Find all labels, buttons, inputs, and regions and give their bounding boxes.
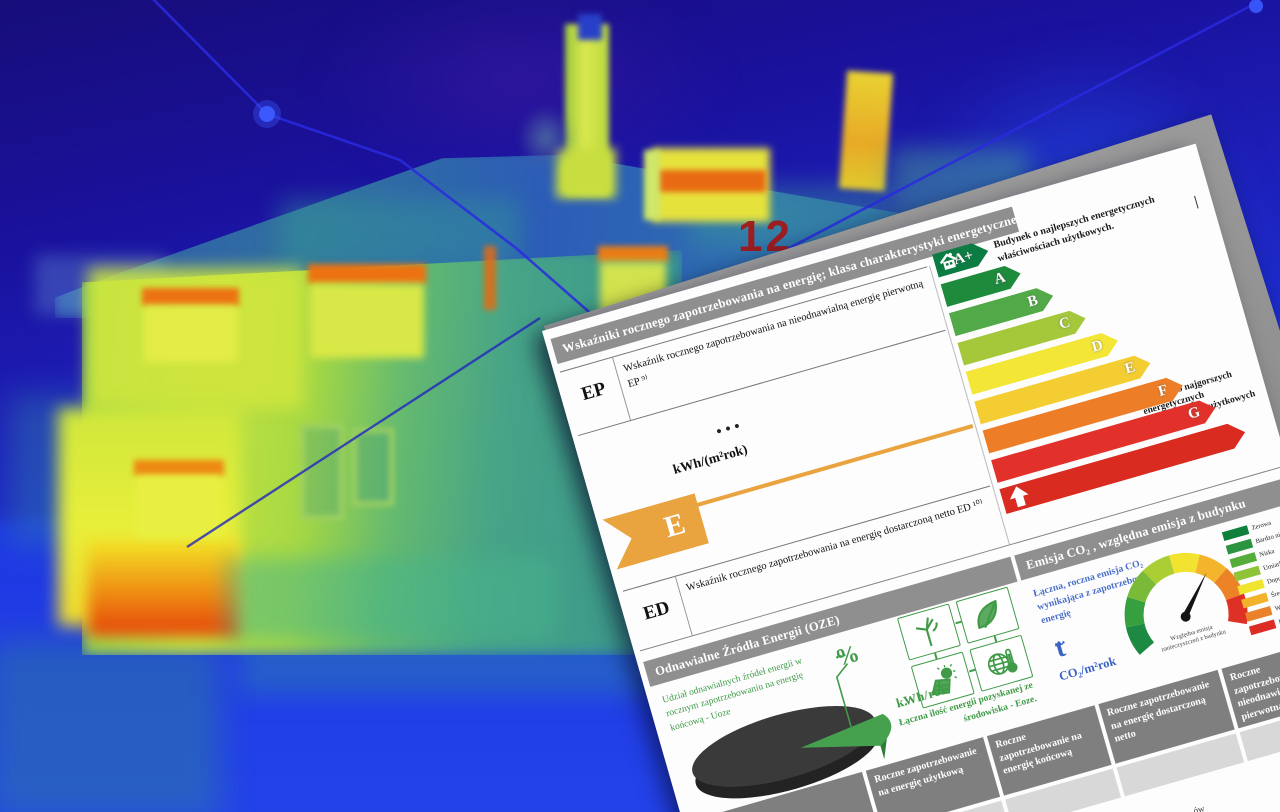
energy-class-arrow-A+: A+ xyxy=(932,239,991,277)
wind-turbine-icon xyxy=(896,603,961,661)
roof-patch xyxy=(280,200,520,270)
house-icon xyxy=(938,251,960,272)
class-letter: A+ xyxy=(951,247,975,268)
wall-hotspot xyxy=(88,540,240,636)
window xyxy=(310,284,424,358)
gauge-needle xyxy=(1181,572,1207,621)
best-building-text: Budynek o najlepszych energetycznych wła… xyxy=(992,194,1156,264)
energy-certificate-document: Wskaźniki rocznego zapotrzebowania na en… xyxy=(542,143,1280,812)
pie-callout-line xyxy=(835,663,853,730)
legend-label: Wysoka xyxy=(1273,599,1280,613)
wall-hotspot xyxy=(225,558,555,640)
co2-gauge: Względna emisja zanieczyszczeń z budynku xyxy=(1124,552,1248,655)
line-junction-dot xyxy=(259,106,275,122)
roof-vent-edge xyxy=(644,150,660,220)
class-letter: E xyxy=(1123,359,1138,378)
leaf-icon xyxy=(955,586,1020,644)
window-lintel xyxy=(308,264,426,284)
class-letter: G xyxy=(1186,404,1202,423)
window xyxy=(144,306,237,362)
ep-unit: kWh/(m²rok) xyxy=(671,441,749,477)
window-lintel xyxy=(142,288,239,306)
oze-pie-chart xyxy=(692,706,892,799)
ed-code: ED xyxy=(640,597,673,625)
up-arrow-icon xyxy=(1009,486,1029,508)
window xyxy=(136,476,222,538)
window-edge xyxy=(484,246,496,310)
line-junction-dot xyxy=(1249,0,1263,13)
ep-code: EP xyxy=(579,378,609,406)
tree-crown xyxy=(518,106,574,170)
footnote-fragment: ów xyxy=(1192,803,1206,812)
thermal-patch xyxy=(0,640,220,812)
legend-label: Średnia xyxy=(1270,586,1280,599)
energy-class-marker: E xyxy=(602,493,709,569)
window-lintel xyxy=(598,246,668,262)
roof-vent-hot-stripe xyxy=(656,170,766,192)
class-letter: C xyxy=(1057,314,1073,333)
class-letter: B xyxy=(1025,292,1040,311)
class-letter: D xyxy=(1089,336,1105,356)
globe-thermometer-icon xyxy=(969,634,1034,692)
solar-panel-icon xyxy=(910,651,975,709)
window-lintel xyxy=(134,460,224,476)
energy-class-marker-line xyxy=(695,423,974,508)
class-letter: F xyxy=(1156,381,1170,400)
oze-icon-grid xyxy=(896,586,1037,711)
legend-swatch xyxy=(1248,618,1277,635)
window-frame xyxy=(352,428,394,506)
class-letter: A xyxy=(992,269,1008,288)
chimney-cap xyxy=(578,14,602,40)
ep-value-placeholder: ••• xyxy=(714,417,746,441)
